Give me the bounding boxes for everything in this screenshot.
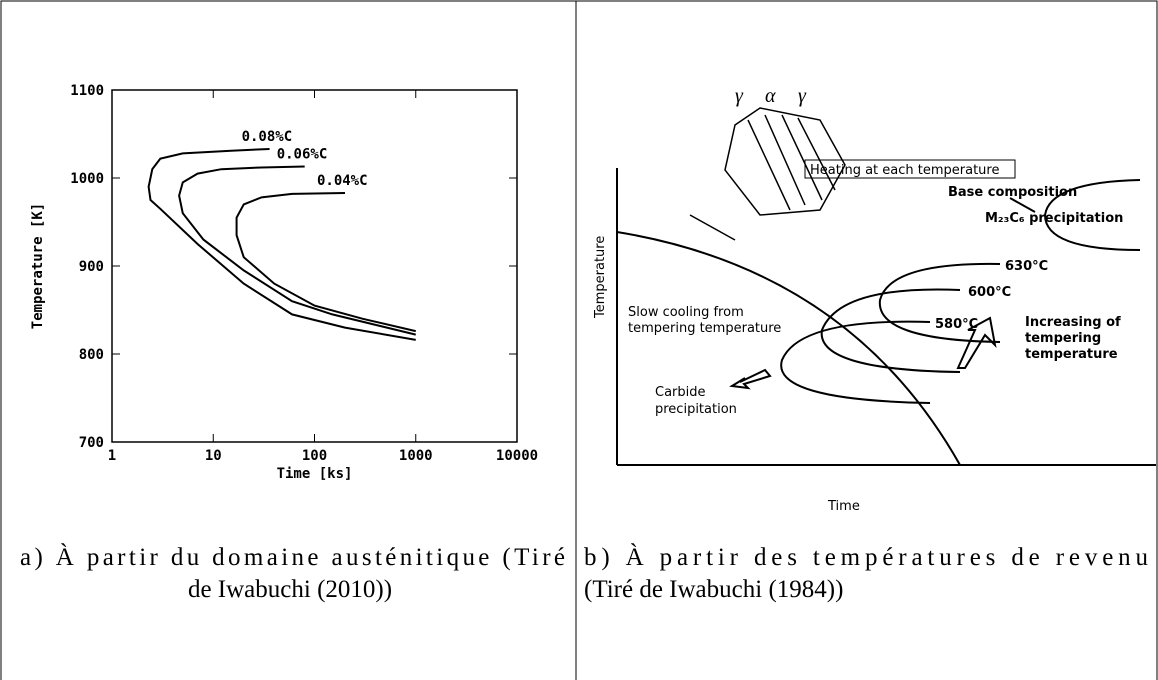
series-line xyxy=(147,147,416,341)
label: 580°C xyxy=(935,317,978,332)
y-tick-label: 800 xyxy=(79,347,104,363)
phase: α xyxy=(765,85,776,107)
pointer xyxy=(1009,197,1036,213)
x-axis-label: Time [ks] xyxy=(277,466,353,482)
phase: γ xyxy=(798,85,807,107)
axis-label: Time xyxy=(827,499,860,514)
label: Heating at each temperature xyxy=(810,163,999,178)
box xyxy=(804,159,1016,179)
series-label: 0.06%C xyxy=(277,147,328,163)
chart-a: 700 800 900 1000 1100 1 10 100 1000 10000 Time [ks… xyxy=(30,83,538,482)
x-tick-label: 100 xyxy=(302,448,327,464)
x-tick-label: 1 xyxy=(108,448,116,464)
x-tick-label: 10 xyxy=(205,448,222,464)
y-tick-label: 900 xyxy=(79,259,104,275)
y-tick-label: 1000 xyxy=(70,171,104,187)
caption: (Tiré de Iwabuchi (1984)) xyxy=(584,576,843,603)
series-line xyxy=(235,191,416,333)
label: Slow cooling from xyxy=(628,305,744,320)
axis-label: Temperature xyxy=(593,236,608,319)
y-tick-label: 1100 xyxy=(70,83,104,99)
caption: b) À partir des températures de revenu xyxy=(584,543,1149,571)
caption: de Iwabuchi (2010)) xyxy=(188,576,392,603)
arrow xyxy=(729,368,772,390)
series-label: 0.08%C xyxy=(242,129,293,145)
c-curve xyxy=(1043,179,1141,251)
label: Carbide xyxy=(655,385,706,400)
diagram-labels: γ α γ Heating at each temperature Base c… xyxy=(593,85,1123,514)
series-line xyxy=(178,165,416,336)
label: 600°C xyxy=(968,285,1011,300)
diagram-b xyxy=(616,107,1156,466)
c-curve xyxy=(820,288,961,373)
c-curve xyxy=(878,262,1001,343)
y-axis-label: Temperature [K] xyxy=(30,203,46,329)
label: Base composition xyxy=(948,185,1077,200)
caption: a) À partir du domaine austénitique (Tir… xyxy=(20,543,565,571)
series-label: 0.04%C xyxy=(317,173,368,189)
label: Increasing of xyxy=(1025,315,1121,330)
cooling-curve xyxy=(616,231,961,466)
x-tick-label: 10000 xyxy=(496,448,538,464)
c-curve xyxy=(780,320,931,404)
phase: γ xyxy=(735,85,744,107)
lamellae xyxy=(747,114,836,211)
y-tick-label: 700 xyxy=(79,435,104,451)
label: temperature xyxy=(1025,347,1118,362)
label: precipitation xyxy=(655,402,737,417)
label: 630°C xyxy=(1005,259,1048,274)
captions: a) À partir du domaine austénitique (Tir… xyxy=(20,543,1149,603)
grain xyxy=(724,107,846,216)
label: tempering temperature xyxy=(628,321,781,336)
plot-frame xyxy=(111,89,518,443)
label: M₂₃C₆ precipitation xyxy=(985,211,1123,226)
pointer xyxy=(689,214,736,241)
x-tick-label: 1000 xyxy=(399,448,433,464)
arrow xyxy=(956,316,997,369)
label: tempering xyxy=(1025,331,1101,346)
